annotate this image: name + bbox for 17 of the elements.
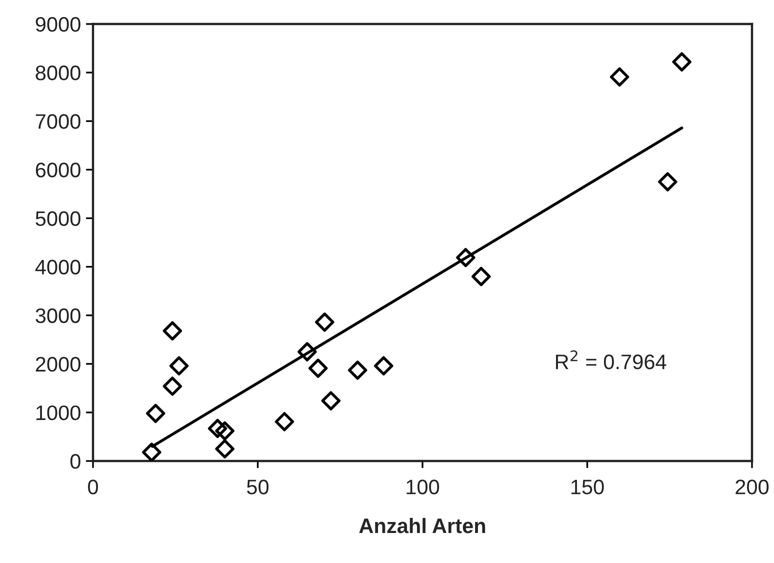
y-tick-label: 4000	[35, 260, 80, 275]
x-tick-label: 100	[406, 480, 440, 494]
x-tick-label: 0	[88, 480, 98, 494]
y-tick-label: 1000	[36, 405, 80, 420]
y-tick-label: 7000	[36, 114, 80, 129]
y-tick-label: 6000	[36, 162, 80, 178]
x-tick-label: 200	[736, 480, 769, 494]
y-tick-label: 0	[70, 454, 80, 469]
x-tick-label: 50	[247, 480, 269, 494]
y-tick-label: 5000	[36, 211, 80, 226]
y-tick-label: 9000	[36, 17, 80, 32]
y-tick-label: 2000	[36, 356, 80, 372]
annotation: R$^{2}$ = 0.7964	[556, 350, 666, 370]
x-axis-title: Anzahl Arten	[359, 518, 486, 534]
x-tick-label: 150	[571, 480, 604, 494]
y-tick-label: 3000	[36, 308, 80, 324]
y-tick-label: 8000	[36, 66, 80, 80]
